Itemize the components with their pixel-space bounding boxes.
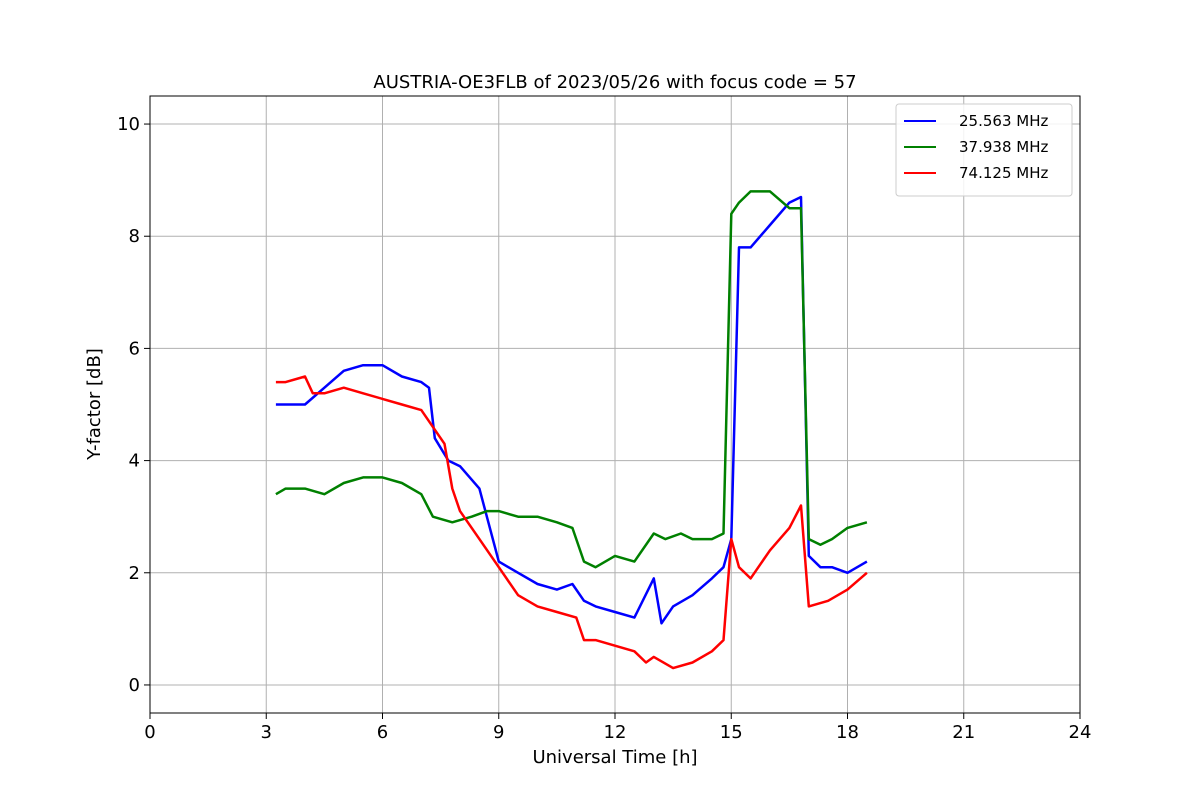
y-tick-label: 10 [117,114,140,135]
y-tick-label: 6 [129,338,140,359]
series-line-2 [275,190,868,569]
y-tick-label: 0 [129,675,140,696]
legend-box [895,103,1073,197]
x-tick-label: 21 [952,722,975,743]
x-tick-label: 18 [836,722,859,743]
x-tick-label: 24 [1069,722,1092,743]
series-line-3 [275,375,868,670]
y-axis-label: Y-factor [dB] [84,348,105,461]
legend: 25.563 MHz 37.938 MHz 74.125 MHz [895,103,1073,197]
x-tick-label: 15 [720,722,743,743]
y-tick-label: 4 [129,451,140,472]
legend-label: 25.563 MHz [959,112,1048,130]
x-tick-label: 9 [493,722,504,743]
legend-label: 74.125 MHz [959,164,1048,182]
chart-title: AUSTRIA-OE3FLB of 2023/05/26 with focus … [373,72,856,93]
x-tick-label: 6 [377,722,388,743]
y-tick-label: 8 [129,226,140,247]
series-layer [275,190,868,670]
x-axis-label: Universal Time [h] [532,747,697,768]
legend-label: 37.938 MHz [959,138,1048,156]
x-tick-label: 12 [604,722,627,743]
series-line-1 [275,195,868,625]
y-tick-label: 2 [129,563,140,584]
x-tick-label: 0 [144,722,155,743]
x-tick-label: 3 [261,722,272,743]
